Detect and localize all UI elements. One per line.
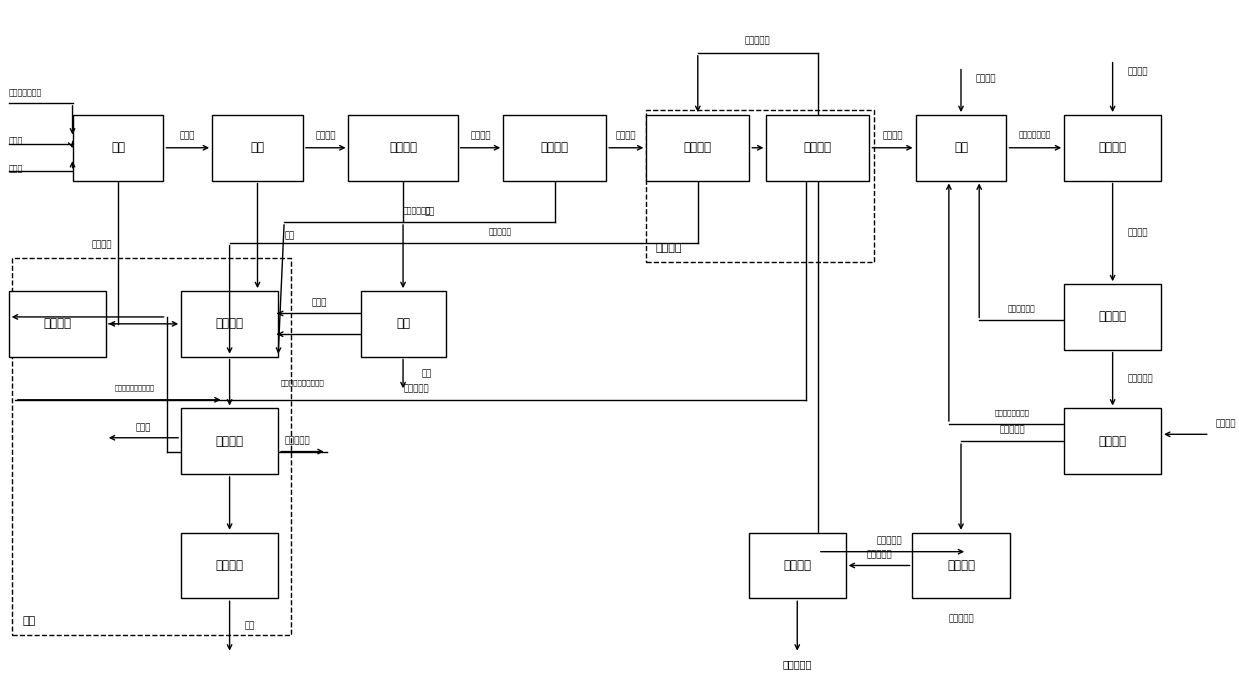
Text: 次结晶体: 次结晶体 [616, 131, 637, 140]
Text: 真空结晶: 真空结晶 [389, 141, 418, 155]
Text: 一次晶母液: 一次晶母液 [488, 228, 512, 237]
Text: 一次洗盐: 一次洗盐 [216, 317, 244, 331]
Text: 去离子水: 去离子水 [1127, 68, 1147, 77]
Bar [1064, 409, 1161, 474]
Text: 固液分离: 固液分离 [540, 141, 569, 155]
Text: 脱水甩干: 脱水甩干 [947, 559, 975, 572]
Text: 配料液: 配料液 [9, 164, 24, 173]
Text: 脱水甩干: 脱水甩干 [216, 559, 244, 572]
Bar [646, 110, 873, 262]
Bar [503, 115, 606, 180]
Bar [73, 115, 164, 180]
Bar [9, 291, 105, 356]
Text: 压滤: 压滤 [250, 141, 264, 155]
Text: 一次结晶母液: 一次结晶母液 [403, 207, 431, 216]
Bar [181, 532, 278, 599]
Text: 次洗后料: 次洗后料 [882, 131, 903, 140]
Text: 硝酸钾成品: 硝酸钾成品 [783, 660, 812, 670]
Bar [912, 532, 1010, 599]
Text: 一次晶浆: 一次晶浆 [470, 131, 491, 140]
Text: 配料: 配料 [112, 141, 125, 155]
Text: 硝酸钠高温母液: 硝酸钠高温母液 [9, 88, 42, 97]
Bar [348, 115, 457, 180]
Bar [181, 409, 278, 474]
Text: 一次洗盐后的底部盐浆: 一次洗盐后的底部盐浆 [280, 379, 325, 386]
Text: 一道洗涤: 一道洗涤 [684, 141, 711, 155]
Text: 滤脱液: 滤脱液 [136, 423, 151, 432]
Bar [647, 115, 750, 180]
Text: 硝酸钾晶体: 硝酸钾晶体 [948, 615, 974, 624]
Text: 废盐: 废盐 [421, 370, 431, 379]
Text: 洗滤: 洗滤 [396, 317, 410, 331]
Text: 上清液: 上清液 [180, 131, 196, 140]
Bar [12, 258, 291, 635]
Text: 二次洗盐后的底部盐浆: 二次洗盐后的底部盐浆 [114, 384, 155, 391]
Text: 固液分离: 固液分离 [1099, 310, 1126, 324]
Bar [916, 115, 1006, 180]
Text: 去离子水: 去离子水 [1215, 420, 1237, 429]
Bar [767, 115, 870, 180]
Text: 洗盐: 洗盐 [22, 616, 36, 626]
Text: 一次洗涤: 一次洗涤 [655, 244, 681, 253]
Bar [181, 291, 278, 356]
Text: 底部盐浆: 底部盐浆 [92, 241, 112, 250]
Text: 清水: 清水 [425, 207, 435, 216]
Text: 二次洗后料: 二次洗后料 [1000, 426, 1026, 435]
Text: 二次结晶母液: 二次结晶母液 [1007, 305, 1036, 314]
Text: 冷却结晶: 冷却结晶 [1099, 141, 1126, 155]
Bar [1064, 284, 1161, 349]
Text: 废盐: 废盐 [244, 622, 254, 631]
Text: 烘干包装: 烘干包装 [783, 559, 812, 572]
Bar [1064, 115, 1161, 180]
Text: 二次结晶体: 二次结晶体 [1127, 374, 1152, 383]
Text: 一道洗后液: 一道洗后液 [404, 384, 429, 393]
Text: 蒸发浓缩: 蒸发浓缩 [43, 317, 72, 331]
Text: 洗涤后的去离子水: 洗涤后的去离子水 [995, 410, 1030, 416]
Text: 二次洗盐: 二次洗盐 [216, 435, 244, 448]
Text: 二道洗涤: 二道洗涤 [804, 141, 831, 155]
Text: 压滤清液: 压滤清液 [316, 131, 336, 140]
Text: 氯化钾: 氯化钾 [9, 136, 24, 145]
Text: 二次洗涤: 二次洗涤 [1099, 435, 1126, 448]
Text: 洗涤水: 洗涤水 [312, 298, 327, 307]
Bar [748, 532, 846, 599]
Text: 去离子水: 去离子水 [975, 74, 996, 84]
Text: 第一尾后液: 第一尾后液 [877, 536, 902, 545]
Text: 第二尾后液: 第二尾后液 [284, 436, 310, 445]
Bar [212, 115, 304, 180]
Text: 二道洗后液: 二道洗后液 [745, 36, 771, 45]
Text: 硝酸钾钙水溶液: 硝酸钾钙水溶液 [1020, 131, 1052, 140]
Text: 硝酸钾晶体: 硝酸钾晶体 [866, 550, 892, 559]
Text: 泥滤: 泥滤 [284, 231, 295, 240]
Text: 二次晶液: 二次晶液 [1127, 228, 1147, 237]
Bar [361, 291, 446, 356]
Text: 溶解: 溶解 [954, 141, 968, 155]
